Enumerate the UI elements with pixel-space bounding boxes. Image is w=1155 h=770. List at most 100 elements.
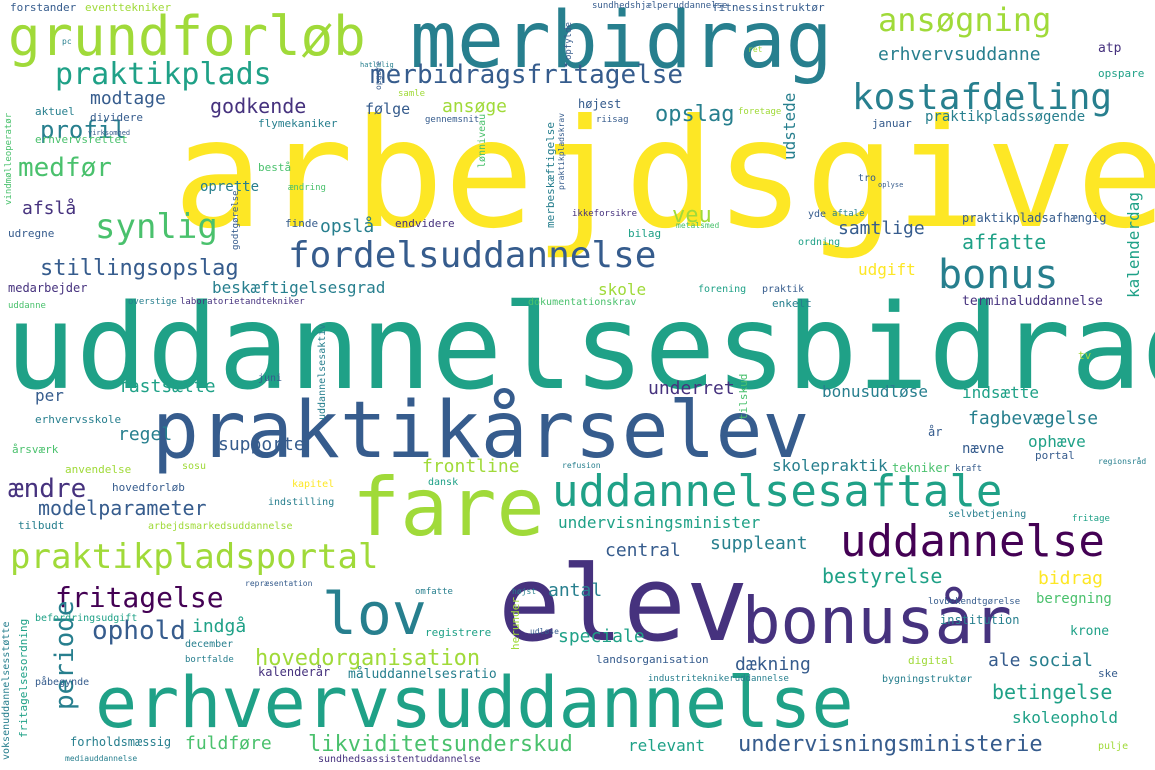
word-undervisningsminister: undervisningsminister	[558, 513, 761, 532]
word-godtgorelse: godtgørelse	[231, 190, 241, 250]
word-fritagelsesordning: fritagelsesordning	[17, 618, 30, 738]
word-vindmolleoperator: vindmølleoperatør	[4, 112, 14, 205]
word-samtlige: samtlige	[838, 218, 925, 239]
word-supporte: supporte	[218, 434, 305, 455]
word-afsla: afslå	[22, 198, 77, 219]
word-uddannelsesaktiv: uddannelsesaktiv	[317, 323, 328, 420]
word-udstede: udstede	[780, 92, 799, 160]
word-fare: fare	[352, 461, 545, 554]
word-lovbekendtgorelse: lovbekendtgørelse	[928, 597, 1021, 607]
word-betingelse: betingelse	[992, 680, 1113, 704]
word-fordelsuddannelse: fordelsuddannelse	[288, 235, 657, 276]
word-underret: underret	[648, 378, 735, 399]
word-pabegynde: påbegynde	[35, 677, 90, 688]
word-praktikpladskrav: praktikpladskrav	[557, 112, 566, 190]
word-forening: forening	[698, 284, 747, 295]
word-synlig: synlig	[95, 207, 218, 247]
word-kostafdeling: kostafdeling	[852, 77, 1113, 118]
word-dansk: dansk	[428, 477, 459, 488]
word-erhvervsuddannelse: erhvervsuddannelse	[95, 662, 854, 744]
word-erhvervsskole: erhvervsskole	[35, 413, 122, 426]
word-bonus: bonus	[938, 252, 1059, 298]
word-virksomhed: virksomhed	[88, 129, 131, 137]
word-uddannelse: uddannelse	[840, 516, 1105, 567]
word-endvidere: endvidere	[395, 217, 455, 230]
word-skole: skole	[598, 280, 647, 299]
word-samle: samle	[398, 89, 426, 99]
word-udregne: udregne	[8, 227, 55, 240]
word-bidrag: bidrag	[1038, 568, 1104, 589]
word-uddanne: uddanne	[8, 301, 46, 311]
word-indstilling: indstilling	[268, 497, 335, 508]
word-bilag: bilag	[628, 227, 662, 240]
word-sundhedshjaelperuddannelse: sundhedshjælperuddannelse	[592, 1, 728, 11]
word-skolepraktik: skolepraktik	[772, 456, 888, 475]
word-krone: krone	[1070, 624, 1110, 639]
word-bonusudlose: bonusudløse	[822, 382, 928, 401]
word-praktikpladsportal: praktikpladsportal	[10, 537, 379, 577]
word-speciale: speciale	[558, 626, 645, 647]
word-kraft: kraft	[955, 464, 983, 474]
word-anvendelse: anvendelse	[65, 463, 132, 476]
word-ret: ret	[748, 45, 763, 54]
word-fuldfore: fuldføre	[185, 733, 272, 754]
word-praktikarselev: praktikårselev	[152, 386, 810, 476]
word-opsla: opslå	[320, 216, 375, 237]
word-opslag: opslag	[655, 102, 735, 127]
word-arbejdsmarkedsuddannelse: arbejdsmarkedsuddannelse	[148, 521, 293, 532]
word-december: december	[185, 639, 234, 650]
word-besta: bestå	[258, 161, 292, 174]
word-landsorganisation: landsorganisation	[596, 653, 709, 666]
word-medfor: medfør	[18, 153, 112, 183]
word-dokumentationskrav: dokumentationskrav	[528, 297, 637, 308]
word-central: central	[605, 540, 681, 561]
word-herunder: herunder	[509, 597, 522, 650]
word-ophaeve: ophæve	[1028, 432, 1086, 451]
word-pc: pc	[62, 37, 72, 46]
word-refusion: refusion	[562, 461, 601, 470]
word-veu: veu	[672, 203, 712, 228]
word-naevne: nævne	[962, 441, 1005, 457]
word-elev: elev	[498, 543, 749, 665]
word-bonusar: bonusår	[742, 585, 1012, 659]
word-registrere: registrere	[425, 626, 492, 639]
word-praktikpladssogende: praktikpladssøgende	[925, 109, 1086, 125]
word-affatte: affatte	[962, 230, 1047, 254]
word-laboratorietandtekniker: laboratorietandtekniker	[180, 297, 305, 307]
word-merbidrag: merbidrag	[410, 0, 833, 86]
word-aktuel: aktuel	[35, 105, 75, 118]
word-omfatte: omfatte	[415, 587, 453, 597]
word-arsvaerk: årsværk	[12, 443, 59, 456]
word-digital: digital	[908, 654, 955, 667]
word-merbeskaeftigelse: merbeskæftigelse	[544, 122, 557, 228]
word-fritage: fritage	[1072, 514, 1110, 524]
word-atp: atp	[1098, 41, 1122, 56]
word-tekniker: tekniker	[892, 461, 950, 475]
word-hojest: højest	[578, 97, 622, 111]
word-grundforlob: grundforløb	[8, 5, 366, 68]
word-fritagelse: fritagelse	[55, 581, 224, 614]
word-beskaeftigelsesgrad: beskæftigelsesgrad	[212, 278, 386, 297]
word-merbidragsfritagelse: merbidragsfritagelse	[370, 60, 684, 90]
word-erhvervsuddanne: erhvervsuddanne	[878, 44, 1041, 65]
word-ikkeforsikre: ikkeforsikre	[572, 209, 638, 219]
word-repraesentation: repræsentation	[245, 579, 313, 588]
word-praktik: praktik	[762, 284, 805, 295]
word-ar: år	[928, 425, 943, 439]
word-terminaluddannelse: terminaluddannelse	[962, 294, 1103, 309]
word-kalenderar: kalenderår	[258, 665, 331, 679]
word-forstander: forstander	[10, 1, 77, 14]
word-daekning: dækning	[735, 654, 811, 675]
word-folge: følge	[365, 100, 411, 118]
word-oprette: oprette	[200, 179, 260, 195]
word-voksenuddannelsesstotte: voksenuddannelsesstøtte	[1, 621, 12, 760]
word-oplyse: oplyse	[878, 181, 904, 189]
word-forholdsmaessig: forholdsmæssig	[70, 735, 172, 749]
word-skoleophold: skoleophold	[1012, 708, 1118, 727]
word-arbejdsgiver: arbejdsgiver	[173, 88, 1155, 262]
word-enkelt: enkelt	[772, 297, 812, 310]
word-erhvervsrettet: erhvervsrettet	[35, 133, 128, 146]
word-likviditetsunderskud: likviditetsunderskud	[308, 732, 573, 757]
word-modtage: modtage	[90, 88, 166, 109]
word-ordning: ordning	[798, 237, 841, 248]
